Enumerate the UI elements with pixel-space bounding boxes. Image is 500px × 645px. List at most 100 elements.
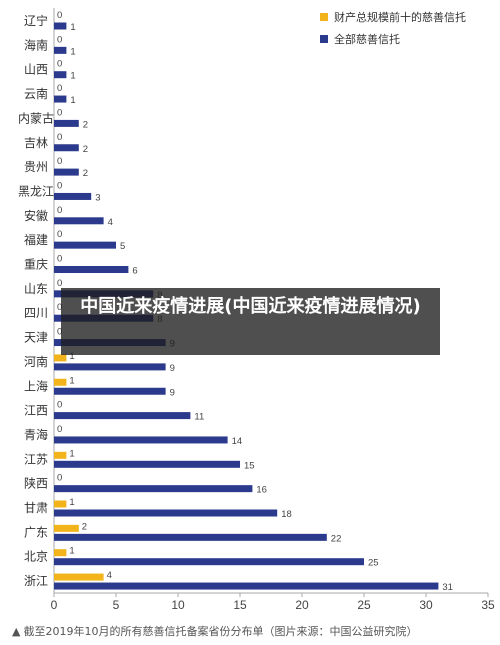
x-tick-label: 25 <box>357 598 371 612</box>
x-tick-label: 35 <box>481 598 495 612</box>
category-label: 山东 <box>24 282 48 296</box>
bar-all <box>54 509 278 517</box>
data-label-all: 9 <box>170 363 175 374</box>
category-label: 浙江 <box>24 574 48 588</box>
legend-swatch-all <box>320 35 328 43</box>
data-label-all: 16 <box>256 485 267 496</box>
bar-top10 <box>54 524 79 532</box>
data-label-top10: 0 <box>57 156 62 167</box>
data-label-all: 1 <box>70 22 75 33</box>
chart-caption: ▲ 截至2019年10月的所有慈善信托备案省份分布单（图片来源：中国公益研究院） <box>12 623 417 639</box>
data-label-top10: 0 <box>57 10 62 21</box>
category-label: 青海 <box>24 427 48 442</box>
data-label-all: 2 <box>83 168 88 179</box>
data-label-top10: 0 <box>57 107 62 118</box>
category-label: 吉林 <box>24 136 48 150</box>
bar-top10 <box>54 354 67 362</box>
x-tick-label: 5 <box>113 598 120 612</box>
data-label-all: 1 <box>70 95 75 106</box>
data-label-all: 2 <box>83 119 88 130</box>
x-tick-label: 30 <box>419 598 433 612</box>
bar-all <box>54 71 67 79</box>
bar-all <box>54 46 67 54</box>
category-label: 天津 <box>24 331 48 345</box>
bar-top10 <box>54 500 67 508</box>
bar-all <box>54 217 104 225</box>
data-label-top10: 0 <box>57 229 62 240</box>
bar-all <box>54 387 166 395</box>
data-label-all: 6 <box>132 266 137 277</box>
bar-all <box>54 144 79 152</box>
category-label: 海南 <box>24 37 48 52</box>
data-label-top10: 0 <box>57 132 62 143</box>
data-label-top10: 0 <box>57 424 62 435</box>
category-label: 贵州 <box>24 160 48 174</box>
data-label-top10: 0 <box>57 278 62 289</box>
data-label-all: 1 <box>70 71 75 82</box>
data-label-all: 18 <box>281 509 292 520</box>
category-label: 江西 <box>24 404 48 418</box>
data-label-all: 15 <box>244 460 255 471</box>
bar-all <box>54 119 79 127</box>
data-label-top10: 0 <box>57 34 62 45</box>
bar-all <box>54 241 116 249</box>
category-label: 黑龙江 <box>18 184 54 198</box>
data-label-all: 4 <box>108 217 113 228</box>
bar-top10 <box>54 549 67 557</box>
data-label-top10: 0 <box>57 83 62 94</box>
bar-all <box>54 168 79 176</box>
category-label: 辽宁 <box>24 13 48 28</box>
category-label: 北京 <box>24 550 48 564</box>
bar-all <box>54 22 67 30</box>
data-label-top10: 0 <box>57 180 62 191</box>
data-label-all: 25 <box>368 558 379 569</box>
bar-all <box>54 266 129 273</box>
category-label: 河南 <box>24 354 48 369</box>
data-label-all: 1 <box>70 46 75 57</box>
category-label: 江苏 <box>24 452 48 466</box>
data-label-top10: 1 <box>69 546 74 557</box>
x-tick-label: 20 <box>295 598 309 612</box>
category-label: 甘肃 <box>24 501 48 515</box>
legend-swatch-top10 <box>320 13 328 21</box>
data-label-top10: 0 <box>57 473 62 484</box>
bar-all <box>54 558 364 566</box>
category-label: 内蒙古 <box>18 110 54 125</box>
data-label-top10: 0 <box>57 59 62 70</box>
category-label: 云南 <box>24 86 48 101</box>
category-label: 重庆 <box>24 258 48 272</box>
category-label: 上海 <box>24 378 48 393</box>
bar-all <box>54 363 166 371</box>
data-label-top10: 1 <box>69 448 74 459</box>
bar-top10 <box>54 573 104 581</box>
bar-all <box>54 436 228 444</box>
data-label-top10: 1 <box>69 375 74 386</box>
data-label-all: 22 <box>331 533 342 544</box>
data-label-all: 11 <box>194 412 204 423</box>
data-label-top10: 1 <box>69 497 74 508</box>
bar-all <box>54 582 439 590</box>
overlay-title: 中国近来疫情进展(中国近来疫情进展情况) <box>80 296 421 317</box>
data-label-top10: 0 <box>57 205 62 216</box>
bar-top10 <box>54 378 67 386</box>
data-label-top10: 1 <box>69 351 74 362</box>
bar-all <box>54 192 92 200</box>
bar-top10 <box>54 451 67 459</box>
bar-all <box>54 533 327 541</box>
category-label: 山西 <box>24 63 48 77</box>
legend-label-top10: 财产总规模前十的慈善信托 <box>334 10 466 24</box>
caption-text: 截至2019年10月的所有慈善信托备案省份分布单（图片来源：中国公益研究院） <box>23 625 418 638</box>
title-overlay: 中国近来疫情进展(中国近来疫情进展情况) <box>61 288 440 355</box>
up-arrow-icon: ▲ <box>12 625 21 638</box>
legend-label-all: 全部慈善信托 <box>334 32 400 46</box>
data-label-top10: 2 <box>82 521 87 532</box>
bar-all <box>54 485 253 493</box>
data-label-all: 9 <box>170 387 175 398</box>
x-tick-label: 0 <box>51 598 58 612</box>
category-label: 广东 <box>24 525 48 539</box>
data-label-top10: 0 <box>57 302 62 313</box>
data-label-all: 5 <box>120 241 125 252</box>
bar-all <box>54 95 67 103</box>
data-label-top10: 0 <box>57 254 62 265</box>
